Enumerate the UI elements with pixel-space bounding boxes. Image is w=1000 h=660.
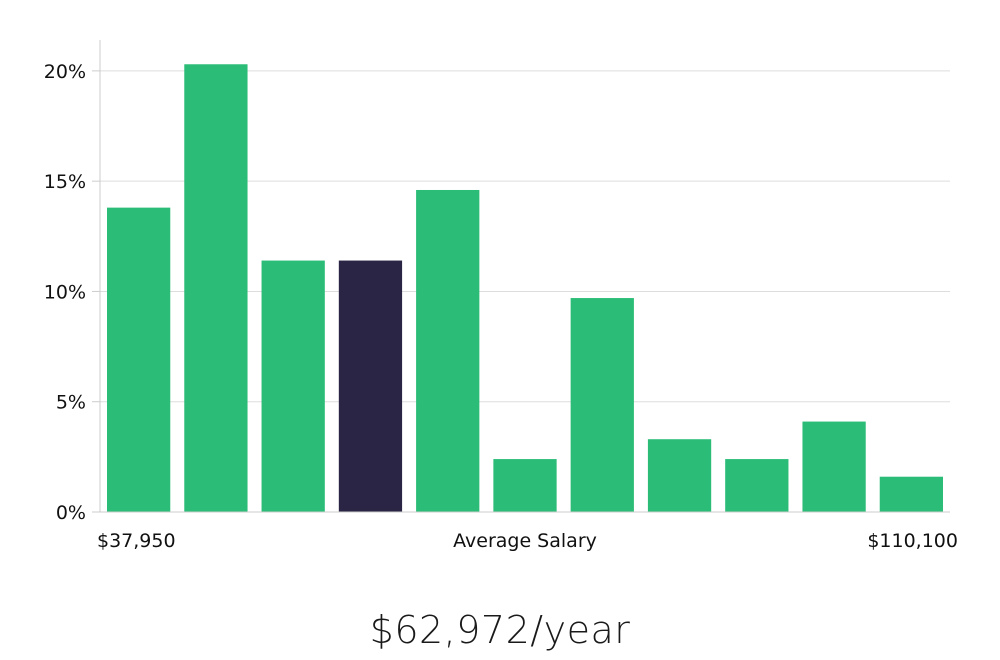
bar [570,298,634,512]
bar [493,459,557,512]
y-tick-label: 5% [56,392,86,414]
y-axis-ticks: 0% 5% 10% 15% 20% [44,61,100,524]
average-salary-value: $62,972/year [369,608,631,652]
y-tick-label: 0% [56,502,86,524]
salary-histogram-chart: 0% 5% 10% 15% 20% $37,950 Average Salary $11… [44,40,958,552]
bar [647,439,712,512]
y-tick-label: 10% [44,281,86,303]
bar [416,189,480,512]
x-min-label: $37,950 [97,530,176,552]
y-tick-label: 15% [44,171,86,193]
bar [725,459,789,512]
axes [99,40,950,513]
y-tick-label: 20% [44,61,86,83]
bar-highlighted [338,260,403,512]
bars [107,64,943,513]
x-max-label: $110,100 [867,530,958,552]
bar [879,476,943,512]
bar [184,64,248,512]
bar [107,207,171,513]
bar [802,421,866,512]
bar [261,260,325,512]
x-axis-label: Average Salary [453,530,597,552]
